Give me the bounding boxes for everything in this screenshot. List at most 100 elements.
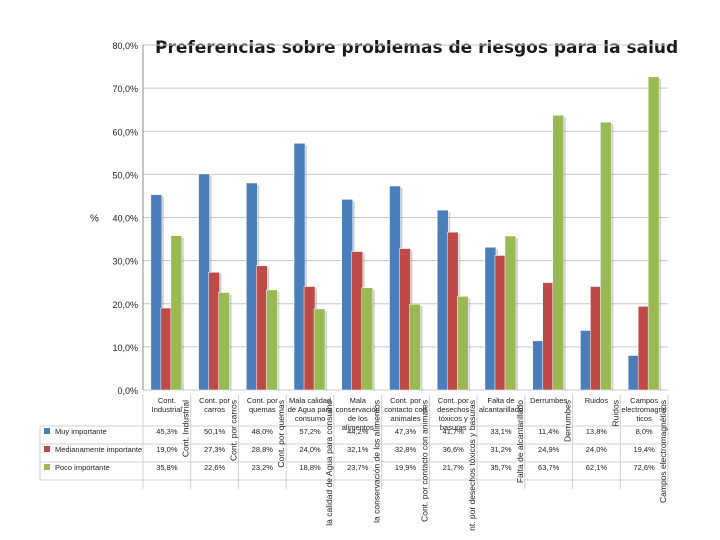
category-label: consumo bbox=[295, 414, 325, 423]
category-label: basuras bbox=[440, 423, 467, 432]
category-label: Cont. por bbox=[199, 396, 230, 405]
data-label: 35,7% bbox=[490, 463, 512, 472]
data-label: 44,2% bbox=[347, 427, 369, 436]
data-label: 21,7% bbox=[443, 463, 465, 472]
data-label: 24,0% bbox=[299, 445, 321, 454]
data-label: 57,2% bbox=[299, 427, 321, 436]
bar-medianamente-7 bbox=[494, 255, 507, 391]
data-label: 33,1% bbox=[490, 427, 512, 436]
y-axis-label: % bbox=[90, 214, 99, 225]
category-label: Industrial bbox=[152, 405, 183, 414]
category-label: tóxicos y bbox=[439, 414, 468, 423]
category-label: Derrumbes bbox=[530, 396, 567, 405]
rotated-category-label: Falta de alcantarillado bbox=[515, 400, 525, 483]
category-label: Cont. por bbox=[247, 396, 278, 405]
data-label: 50,1% bbox=[204, 427, 226, 436]
y-tick-label: 70,0% bbox=[112, 84, 138, 94]
y-tick-label: 0,0% bbox=[117, 386, 138, 396]
legend-label: Poco importante bbox=[55, 463, 110, 472]
rotated-category-label: Cont. por quemas bbox=[276, 400, 286, 468]
category-label: Ruidos bbox=[585, 396, 609, 405]
y-tick-label: 60,0% bbox=[112, 127, 138, 137]
data-label: 19,0% bbox=[156, 445, 178, 454]
rotated-category-label: Derrumbes bbox=[563, 400, 573, 442]
bar-muy-0 bbox=[150, 194, 163, 391]
category-label: de los bbox=[348, 414, 368, 423]
bar-poco-1 bbox=[218, 292, 230, 391]
bar-poco-4 bbox=[361, 287, 374, 391]
bar-poco-8 bbox=[552, 115, 564, 391]
data-label: 23,2% bbox=[252, 463, 274, 472]
data-label: 28,8% bbox=[252, 445, 274, 454]
bar-muy-7 bbox=[484, 247, 497, 391]
rotated-category-label: Campos electromagnéticos bbox=[658, 400, 668, 503]
category-label: alimentos bbox=[342, 423, 374, 432]
legend-label: Medianamente importante bbox=[55, 445, 142, 454]
bar-poco-6 bbox=[456, 296, 469, 391]
category-label: ticos bbox=[636, 414, 652, 423]
category-label: contacto con bbox=[384, 405, 427, 414]
data-label: 24,0% bbox=[586, 445, 608, 454]
y-tick-label: 10,0% bbox=[112, 343, 138, 353]
category-label: Cont. por bbox=[390, 396, 421, 405]
data-label: 47,3% bbox=[395, 427, 417, 436]
bar-medianamente-6 bbox=[446, 231, 459, 391]
data-label: 19,9% bbox=[395, 463, 417, 472]
data-label: 18,8% bbox=[299, 463, 321, 472]
data-label: 35,8% bbox=[156, 463, 178, 472]
rotated-category-label: Cont. Industrial bbox=[181, 400, 191, 457]
bar-medianamente-0 bbox=[160, 307, 173, 391]
bar-medianamente-5 bbox=[399, 248, 411, 391]
bar-medianamente-4 bbox=[351, 251, 364, 391]
category-label: conservación bbox=[336, 405, 380, 414]
bar-poco-2 bbox=[266, 289, 278, 391]
legend-swatch bbox=[44, 446, 50, 452]
bar-muy-5 bbox=[389, 185, 401, 391]
rotated-category-label: nt. por desechos tóxicos y basuras bbox=[467, 400, 477, 531]
data-label: 22,6% bbox=[204, 463, 226, 472]
bar-muy-9 bbox=[580, 330, 592, 391]
data-label: 23,7% bbox=[347, 463, 369, 472]
y-tick-label: 30,0% bbox=[112, 257, 138, 267]
bar-poco-5 bbox=[409, 303, 421, 391]
bar-poco-10 bbox=[647, 76, 660, 391]
bar-muy-6 bbox=[436, 209, 449, 391]
category-label: Mala calidad bbox=[289, 396, 331, 405]
category-label: electromagne bbox=[621, 405, 666, 414]
category-label: desechos bbox=[437, 405, 469, 414]
data-label: 62,1% bbox=[586, 463, 608, 472]
data-label: 45,3% bbox=[156, 427, 178, 436]
category-label: Mala bbox=[350, 396, 367, 405]
bar-muy-2 bbox=[246, 182, 258, 391]
category-label: de Agua para bbox=[288, 405, 333, 414]
y-tick-label: 20,0% bbox=[112, 300, 138, 310]
bar-poco-0 bbox=[170, 235, 183, 391]
category-label: Cont. bbox=[158, 396, 176, 405]
bar-poco-9 bbox=[600, 121, 612, 391]
data-label: 32,8% bbox=[395, 445, 417, 454]
bar-muy-8 bbox=[532, 340, 544, 391]
data-label: 24,9% bbox=[538, 445, 560, 454]
category-label: animales bbox=[390, 414, 420, 423]
legend-swatch bbox=[44, 428, 50, 434]
legend-label: Muy importante bbox=[55, 427, 107, 436]
category-label: alcantarillado bbox=[479, 405, 523, 414]
rotated-category-label: la calidad de Agua para consumo bbox=[324, 400, 334, 526]
category-label: Campos bbox=[630, 396, 658, 405]
chart-title: Preferencias sobre problemas de riesgos … bbox=[155, 38, 679, 58]
data-label: 36,6% bbox=[443, 445, 465, 454]
category-label: carros bbox=[204, 405, 225, 414]
y-tick-label: 80,0% bbox=[112, 41, 138, 51]
bar-medianamente-9 bbox=[590, 286, 602, 391]
data-label: 63,7% bbox=[538, 463, 560, 472]
data-label: 31,2% bbox=[490, 445, 512, 454]
rotated-category-label: Cont. por carros bbox=[228, 400, 238, 461]
data-label: 48,0% bbox=[252, 427, 274, 436]
data-label: 19,4% bbox=[633, 445, 655, 454]
bar-medianamente-2 bbox=[256, 265, 268, 391]
rotated-category-label: Cont. por contacto con animales bbox=[419, 400, 429, 522]
data-label: 72,6% bbox=[633, 463, 655, 472]
y-tick-label: 50,0% bbox=[112, 170, 138, 180]
category-label: Falta de bbox=[487, 396, 514, 405]
category-label: Cont. por bbox=[438, 396, 469, 405]
